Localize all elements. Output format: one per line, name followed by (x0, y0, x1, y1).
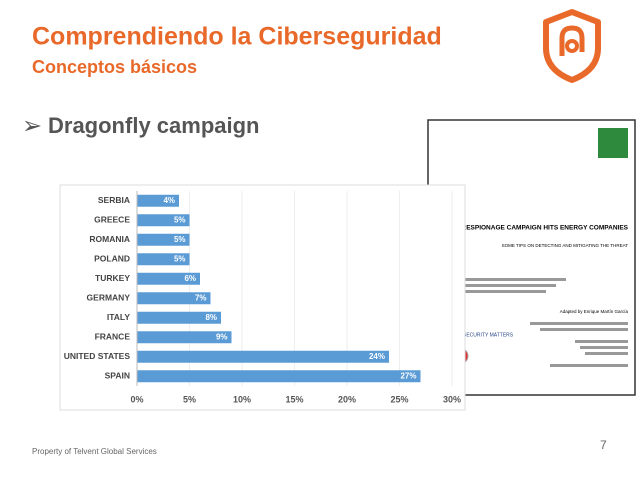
bullet-marker: ➢ (22, 112, 42, 139)
value-label: 27% (400, 371, 416, 380)
y-tick-label: SPAIN (105, 371, 130, 381)
value-label: 9% (216, 332, 228, 341)
bar (137, 272, 200, 285)
value-label: 5% (174, 215, 186, 224)
x-tick-label: 0% (130, 394, 143, 404)
page-number: 7 (600, 438, 607, 452)
slide-title: Comprendiendo la Ciberseguridad (32, 23, 442, 51)
chart: 0% 5% 10% 15% 20% 25% 30% SERBIA 4% GREECE 5% ROMAN… (59, 184, 466, 411)
y-tick-label: ITALY (107, 312, 130, 322)
logo (543, 9, 601, 83)
document-logo-text: SECURITY MATTERS (463, 332, 514, 338)
slide-subtitle: Conceptos básicos (32, 57, 197, 77)
document-title: CYBERESPIONAGE CAMPAIGN HITS ENERGY COMP… (443, 225, 628, 232)
x-tick-label: 10% (233, 394, 251, 404)
footer-text: Property of Telvent Global Services (32, 447, 157, 456)
bar (137, 350, 389, 363)
value-label: 8% (205, 313, 217, 322)
bar (137, 214, 190, 227)
y-tick-label: UNITED STATES (64, 351, 131, 361)
value-label: 6% (184, 274, 196, 283)
bar (137, 311, 221, 324)
bar (137, 370, 421, 383)
bar (137, 331, 232, 344)
bar (137, 292, 211, 305)
value-label: 5% (174, 254, 186, 263)
y-tick-label: POLAND (94, 254, 130, 264)
value-label: 7% (195, 293, 207, 302)
bullet-text: Dragonfly campaign (48, 113, 259, 138)
x-tick-label: 30% (443, 394, 461, 404)
bar (137, 194, 179, 207)
y-tick-label: FRANCE (95, 332, 131, 342)
document-adapted: Adapted by Enrique Martín García (560, 309, 629, 314)
x-tick-label: 25% (390, 394, 408, 404)
bar (137, 253, 190, 266)
value-label: 4% (163, 196, 175, 205)
y-tick-label: GREECE (94, 215, 130, 225)
document-subtitle: SOME TIPS ON DETECTING AND MITIGATING TH… (502, 243, 629, 248)
y-tick-label: SERBIA (98, 195, 130, 205)
y-tick-label: GERMANY (87, 293, 131, 303)
x-tick-label: 20% (338, 394, 356, 404)
value-label: 5% (174, 235, 186, 244)
x-tick-label: 5% (183, 394, 196, 404)
y-tick-label: TURKEY (95, 273, 130, 283)
x-tick-label: 15% (285, 394, 303, 404)
y-tick-label: ROMANIA (89, 234, 130, 244)
value-label: 24% (369, 352, 385, 361)
bar (137, 233, 190, 246)
